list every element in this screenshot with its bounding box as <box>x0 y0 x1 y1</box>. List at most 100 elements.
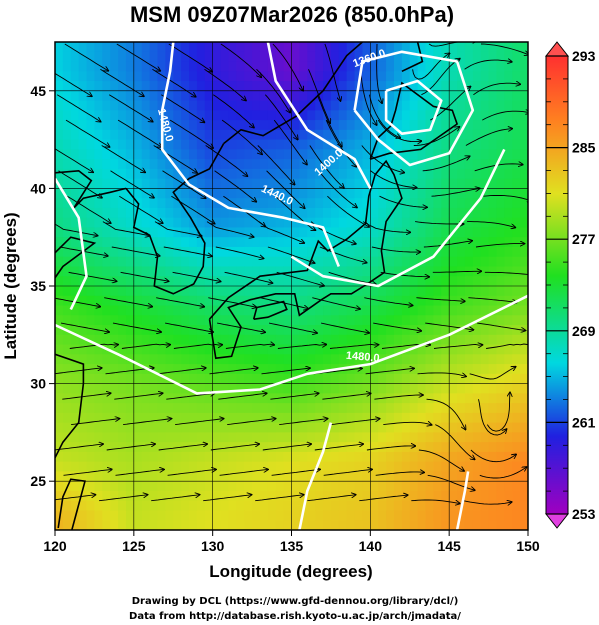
heatmap-cell <box>378 42 387 53</box>
heatmap-cell <box>118 100 127 111</box>
heatmap-cell <box>417 334 427 346</box>
heatmap-cell <box>291 246 300 258</box>
heatmap-cell <box>244 139 253 150</box>
heatmap-cell <box>504 168 513 180</box>
heatmap-cell <box>291 471 300 482</box>
heatmap-cell <box>362 110 371 121</box>
heatmap-cell <box>488 276 498 287</box>
heatmap-cell <box>457 61 466 72</box>
heatmap-cell <box>338 207 348 219</box>
heatmap-cell <box>149 490 159 502</box>
heatmap-cell <box>141 422 151 433</box>
heatmap-cell <box>212 129 222 141</box>
heatmap-cell <box>165 432 174 443</box>
heatmap-cell <box>86 217 96 229</box>
streamline <box>279 419 327 426</box>
heatmap-cell <box>141 481 151 492</box>
heatmap-cell <box>346 432 356 443</box>
heatmap-cell <box>512 90 521 102</box>
heatmap-cell <box>330 334 340 346</box>
heatmap-cell <box>62 139 72 150</box>
heatmap-cell <box>55 100 64 111</box>
heatmap-cell <box>252 178 261 189</box>
heatmap-cell <box>449 471 458 482</box>
heatmap-cell <box>275 403 285 414</box>
streamline <box>431 188 480 197</box>
heatmap-cell <box>110 256 119 268</box>
heatmap-cell <box>504 71 513 82</box>
heatmap-cell <box>338 510 348 521</box>
streamline <box>210 444 259 451</box>
heatmap-cell <box>307 490 316 502</box>
heatmap-cell <box>464 227 474 238</box>
heatmap-cell <box>165 81 174 92</box>
heatmap-cell <box>417 295 427 307</box>
heatmap-cell <box>504 383 513 394</box>
heatmap-cell <box>370 383 379 394</box>
heatmap-cell <box>189 237 198 248</box>
heatmap-cell <box>275 354 285 365</box>
streamline <box>208 297 256 308</box>
heatmap-cell <box>409 520 419 530</box>
heatmap-cell <box>425 168 434 180</box>
colorbar-tick-label: 277 <box>572 231 596 247</box>
heatmap-cell <box>275 344 285 355</box>
heatmap-cell <box>480 325 490 336</box>
heatmap-cell <box>496 442 505 453</box>
heatmap-cell <box>315 256 324 268</box>
heatmap-cell <box>62 500 72 512</box>
heatmap-cell <box>488 422 498 433</box>
heatmap-cell <box>141 129 151 141</box>
streamline <box>209 368 258 375</box>
heatmap-cell <box>133 325 143 336</box>
heatmap-cell <box>283 286 293 297</box>
heatmap-cell <box>386 500 395 512</box>
streamline <box>426 398 466 429</box>
heatmap-cell <box>354 100 364 111</box>
heatmap-cell <box>488 149 498 160</box>
heatmap-cell <box>212 373 222 385</box>
heatmap-cell <box>362 129 371 141</box>
heatmap-cell <box>94 315 103 326</box>
heatmap-cell <box>220 364 230 375</box>
heatmap-cell <box>362 149 371 160</box>
heatmap-cell <box>512 325 521 336</box>
heatmap-cell <box>299 471 308 482</box>
heatmap-cell <box>157 168 166 180</box>
heatmap-cell <box>488 510 498 521</box>
heatmap-cell <box>496 110 505 121</box>
heatmap-cell <box>417 500 427 512</box>
heatmap-cell <box>409 412 419 424</box>
heatmap-cell <box>244 246 253 258</box>
heatmap-cell <box>165 471 174 482</box>
heatmap-cell <box>204 129 214 141</box>
heatmap-cell <box>70 286 80 297</box>
heatmap-cell <box>354 334 364 346</box>
heatmap-cell <box>512 100 521 111</box>
heatmap-cell <box>110 364 119 375</box>
heatmap-cell <box>512 432 521 443</box>
heatmap-cell <box>141 344 151 355</box>
heatmap-cell <box>457 149 466 160</box>
heatmap-cell <box>110 481 119 492</box>
heatmap-cell <box>401 295 411 307</box>
heatmap-cell <box>141 510 151 521</box>
heatmap-cell <box>315 276 324 287</box>
streamline <box>272 43 303 91</box>
heatmap-cell <box>504 149 513 160</box>
heatmap-cell <box>157 295 166 307</box>
heatmap-cell <box>141 403 151 414</box>
streamline <box>468 297 516 303</box>
heatmap-cell <box>425 481 434 492</box>
heatmap-cell <box>196 42 206 53</box>
heatmap-cell <box>62 354 72 365</box>
heatmap-cell <box>173 100 182 111</box>
heatmap-cell <box>228 354 237 365</box>
heatmap-cell <box>520 188 528 199</box>
heatmap-cell <box>441 393 450 404</box>
heatmap-cell <box>346 51 356 63</box>
heatmap-cell <box>338 451 348 463</box>
heatmap-cell <box>165 256 174 268</box>
heatmap-cell <box>480 510 490 521</box>
